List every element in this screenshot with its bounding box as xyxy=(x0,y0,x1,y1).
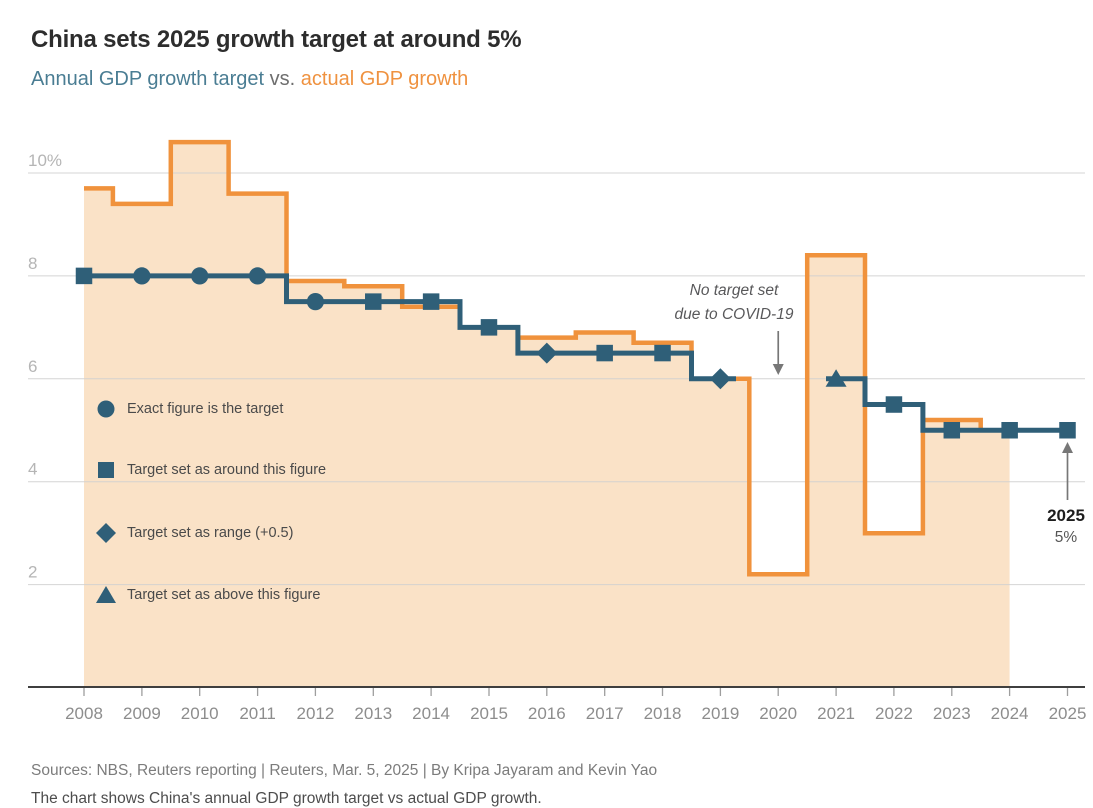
x-axis-label: 2021 xyxy=(817,704,855,723)
target-marker-circle xyxy=(133,267,151,285)
legend-item-around: Target set as around this figure xyxy=(96,459,326,481)
covid-annotation-line2: due to COVID-19 xyxy=(674,305,794,323)
x-axis-label: 2009 xyxy=(123,704,161,723)
target-line-segment xyxy=(84,273,736,382)
latest-target-year: 2025 xyxy=(1047,506,1085,525)
target-marker-square xyxy=(654,344,671,362)
covid-annotation-line1: No target set xyxy=(689,282,779,299)
target-marker-square xyxy=(422,293,440,310)
x-axis-label: 2023 xyxy=(933,704,971,723)
x-axis-label: 2025 xyxy=(1049,704,1087,723)
y-axis-label: 4 xyxy=(28,460,37,479)
legend-item-label: Target set as above this figure xyxy=(127,587,321,603)
target-marker-circle xyxy=(191,267,209,285)
legend-item-above: Target set as above this figure xyxy=(96,584,320,606)
legend-item-exact: Exact figure is the target xyxy=(96,398,283,420)
legend-diamond-icon xyxy=(96,523,116,543)
x-axis-label: 2024 xyxy=(991,704,1029,723)
covid-arrow-down-head xyxy=(772,364,784,375)
latest-target-annotation: 2025 5% xyxy=(1016,505,1093,549)
x-axis-label: 2019 xyxy=(701,704,739,723)
x-axis-label: 2017 xyxy=(586,704,624,723)
target-marker-triangle xyxy=(825,369,847,387)
legend-item-label: Target set as around this figure xyxy=(127,462,327,478)
target-marker-square xyxy=(480,319,498,336)
target-marker-square xyxy=(885,396,903,413)
legend-circle-icon xyxy=(97,400,115,418)
legend-item-range: Target set as range (+0.5) xyxy=(96,522,293,544)
target-marker-square xyxy=(943,422,961,439)
x-axis-label: 2011 xyxy=(239,704,276,723)
y-axis-label: 2 xyxy=(28,563,37,582)
chart-subtitle: Annual GDP growth target vs. actual GDP … xyxy=(31,68,468,91)
target-marker-diamond xyxy=(536,342,558,364)
x-axis-label: 2015 xyxy=(470,704,508,723)
subtitle-vs-text: vs. xyxy=(264,68,301,90)
y-axis-label: 6 xyxy=(28,357,37,376)
latest-target-value: 5% xyxy=(1054,529,1078,546)
legend-square-icon xyxy=(98,462,114,478)
subtitle-target-series: Annual GDP growth target xyxy=(31,68,265,90)
x-axis-label: 2020 xyxy=(759,704,797,723)
subtitle-actual-series: actual GDP growth xyxy=(300,68,469,90)
actual-growth-area xyxy=(84,142,1010,687)
description-line: The chart shows China's annual GDP growt… xyxy=(31,790,542,807)
target-marker-square xyxy=(365,293,382,310)
sources-line: Sources: NBS, Reuters reporting | Reuter… xyxy=(31,762,658,779)
target-marker-circle xyxy=(248,267,267,285)
x-axis-label: 2008 xyxy=(65,704,103,723)
y-axis-label: 8 xyxy=(28,254,37,273)
legend-item-label: Target set as range (+0.5) xyxy=(127,525,294,541)
x-axis-label: 2022 xyxy=(875,704,913,723)
target-marker-square xyxy=(75,267,93,285)
legend-triangle-icon xyxy=(96,586,116,603)
target-marker-square xyxy=(1059,422,1076,439)
x-axis-label: 2013 xyxy=(354,704,392,723)
target-marker-square xyxy=(596,344,613,362)
x-axis-label: 2014 xyxy=(412,704,450,723)
x-axis-label: 2016 xyxy=(528,704,566,723)
chart-title: China sets 2025 growth target at around … xyxy=(31,26,522,53)
target-marker-square xyxy=(1001,422,1018,439)
actual-growth-line xyxy=(84,139,1010,577)
target-marker-diamond xyxy=(709,368,731,390)
x-axis-label: 2012 xyxy=(296,704,334,723)
target-marker-circle xyxy=(306,293,325,311)
legend-item-label: Exact figure is the target xyxy=(127,401,284,417)
covid-annotation: No target set due to COVID-19 xyxy=(620,279,848,326)
gdp-step-chart: 10% 8 6 4 2 2008 2009 2010 2011 2012 2013 2014 2015 2… xyxy=(28,139,1087,723)
latest-arrow-up-head xyxy=(1062,442,1073,453)
y-axis-label: 10% xyxy=(28,151,62,170)
x-axis-label: 2018 xyxy=(644,704,682,723)
x-axis-label: 2010 xyxy=(181,704,219,723)
